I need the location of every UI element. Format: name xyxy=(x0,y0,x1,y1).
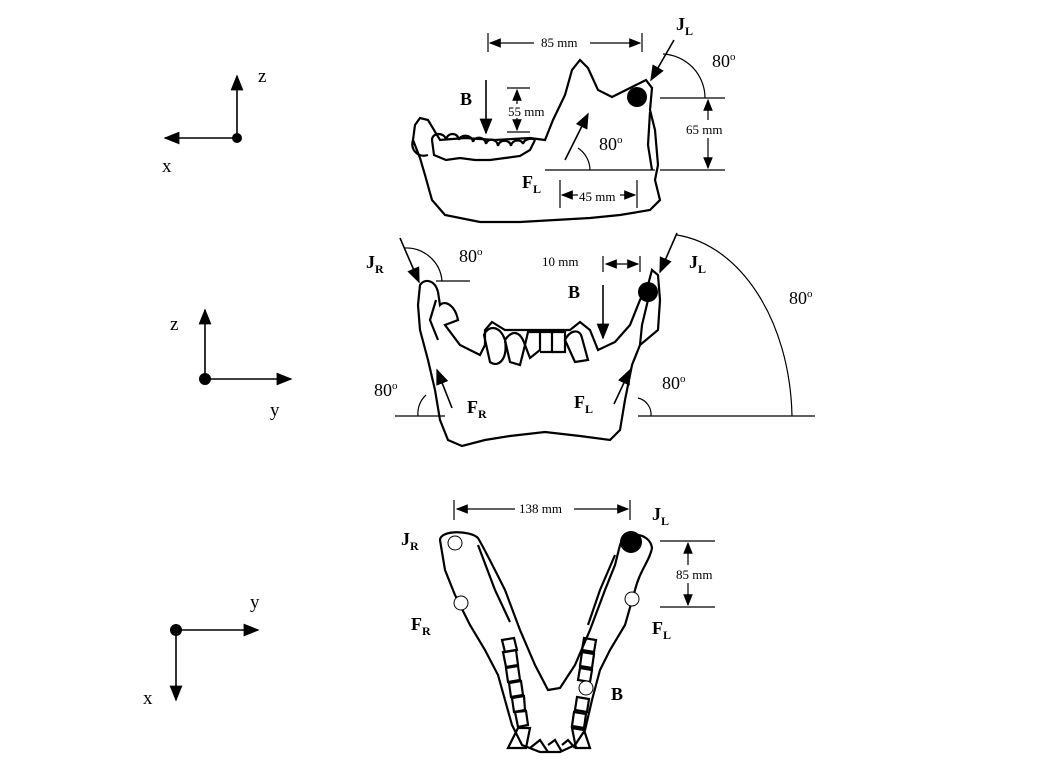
mandible-frontal-view xyxy=(416,268,662,448)
dim-bite-offset: 10 mm xyxy=(542,254,578,269)
label-joint-left: JL xyxy=(652,504,669,528)
label-bite-force: B xyxy=(568,282,580,302)
dim-joint-height: 65 mm xyxy=(686,122,722,137)
angle-muscle-left-frontal: 80o xyxy=(662,373,686,393)
mandible-lateral-view xyxy=(411,58,662,224)
frontal-force-arrows xyxy=(399,232,678,409)
lateral-force-arrows xyxy=(479,39,675,161)
frontal-dimensions xyxy=(395,234,815,417)
dim-intercondylar-width: 138 mm xyxy=(519,501,562,516)
joint-marker-left xyxy=(627,87,647,107)
joint-marker-left xyxy=(638,282,658,302)
label-bite-force: B xyxy=(460,89,472,109)
label-muscle-force-right: FR xyxy=(467,397,487,421)
dim-bite-height: 55 mm xyxy=(508,104,544,119)
label-joint-right: JR xyxy=(401,529,419,553)
angle-muscle-lateral: 80o xyxy=(599,134,623,154)
axis-label-y: y xyxy=(270,400,280,421)
angle-muscle-right-frontal: 80o xyxy=(374,380,398,400)
axis-label-y: y xyxy=(250,592,260,613)
joint-marker-right xyxy=(447,535,463,551)
label-muscle-force-left: FL xyxy=(574,392,593,416)
angle-joint-right-frontal: 80o xyxy=(459,246,483,266)
bite-marker xyxy=(578,680,594,696)
lateral-dimensions xyxy=(487,33,725,208)
axes-occlusal xyxy=(169,623,260,702)
label-joint-force-left: JL xyxy=(676,14,693,38)
angle-joint-left-frontal: 80o xyxy=(789,288,813,308)
axis-label-z: z xyxy=(170,314,178,335)
label-muscle-right: FR xyxy=(411,614,431,638)
joint-marker-left xyxy=(620,531,642,553)
muscle-marker-right xyxy=(453,595,469,611)
label-muscle-force-left: FL xyxy=(522,172,541,196)
occlusal-dimensions xyxy=(453,500,715,608)
label-bite-point: B xyxy=(611,684,623,704)
axis-label-x: x xyxy=(162,156,172,177)
dim-joint-muscle-distance: 85 mm xyxy=(676,567,712,582)
axes-frontal xyxy=(198,308,293,386)
axis-label-x: x xyxy=(143,688,153,709)
muscle-marker-left xyxy=(624,591,640,607)
mandible-occlusal-view xyxy=(438,531,654,754)
label-joint-force-right: JR xyxy=(366,252,384,276)
axes-lateral xyxy=(163,74,244,145)
axis-label-z: z xyxy=(258,66,266,87)
dim-condyle-distance: 85 mm xyxy=(541,35,577,50)
label-muscle-left: FL xyxy=(652,618,671,642)
angle-joint-lateral: 80o xyxy=(712,51,736,71)
dim-muscle-offset: 45 mm xyxy=(579,189,615,204)
label-joint-force-left: JL xyxy=(689,252,706,276)
